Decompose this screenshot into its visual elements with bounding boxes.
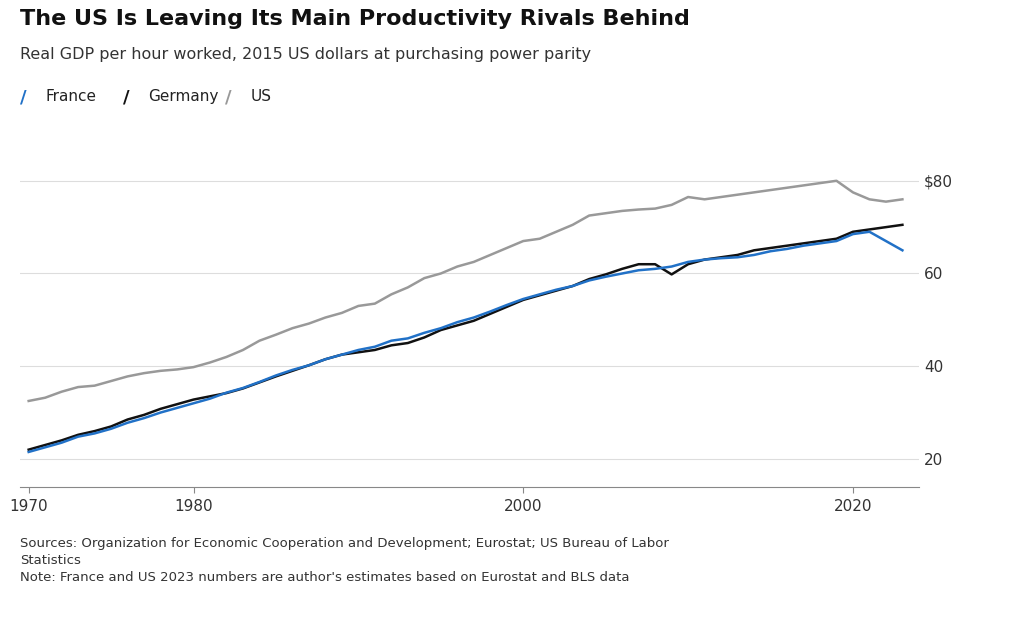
Text: Sources: Organization for Economic Cooperation and Development; Eurostat; US Bur: Sources: Organization for Economic Coope… — [20, 537, 670, 583]
Text: France: France — [46, 89, 97, 104]
Text: /: / — [20, 89, 27, 107]
Text: /: / — [225, 89, 231, 107]
Text: Real GDP per hour worked, 2015 US dollars at purchasing power parity: Real GDP per hour worked, 2015 US dollar… — [20, 47, 591, 62]
Text: The US Is Leaving Its Main Productivity Rivals Behind: The US Is Leaving Its Main Productivity … — [20, 9, 690, 29]
Text: /: / — [123, 89, 129, 107]
Text: US: US — [250, 89, 272, 104]
Text: Germany: Germany — [148, 89, 218, 104]
